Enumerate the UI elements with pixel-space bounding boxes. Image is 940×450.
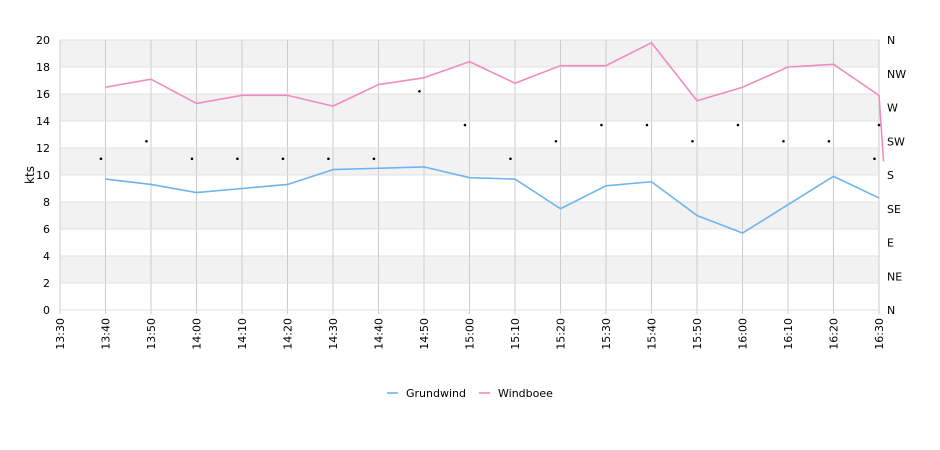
direction-dot xyxy=(691,139,694,143)
direction-dot xyxy=(877,123,881,127)
y-tick-label: 2 xyxy=(43,277,50,290)
series-line-1 xyxy=(105,166,880,234)
direction-dot xyxy=(372,157,376,161)
x-tick-label: 13:30 xyxy=(54,318,67,350)
x-tick-label: 15:30 xyxy=(600,318,613,350)
direction-dot xyxy=(236,157,239,161)
x-tick-label: 14:20 xyxy=(282,318,295,350)
x-tick-label: 16:20 xyxy=(828,318,841,350)
x-axis-ticks: 13:30 13:40 13:50 14:00 14:10 14:20 14:30 14:40… xyxy=(54,318,886,350)
y-tick-label: 18 xyxy=(36,61,50,74)
direction-dot xyxy=(463,123,467,127)
x-tick-label: 14:40 xyxy=(373,318,386,350)
x-tick-label: 14:30 xyxy=(327,318,340,350)
legend-label: Grundwind xyxy=(406,387,466,400)
x-tick-label: 16:00 xyxy=(737,318,750,350)
y-axis-ticks: 0 2 4 6 8 10 12 14 16 18 20 xyxy=(36,34,50,317)
y-tick-label: 20 xyxy=(36,34,50,47)
x-tick-label: 14:10 xyxy=(236,318,249,350)
x-tick-label: 16:30 xyxy=(873,318,886,350)
legend: Grundwind Windboee xyxy=(387,387,553,400)
y-tick-label: 16 xyxy=(36,88,50,101)
direction-axis-ticks: N NE E SE S SW W NW N xyxy=(887,34,906,317)
y-tick-label: 0 xyxy=(43,304,50,317)
direction-dot xyxy=(327,157,330,161)
direction-dot xyxy=(782,139,785,143)
direction-tick-label: N xyxy=(887,34,895,47)
vertical-gridlines xyxy=(59,40,880,314)
series-line-2 xyxy=(105,41,885,162)
y-axis-label: kts xyxy=(23,166,37,184)
horizontal-gridlines xyxy=(60,39,879,311)
x-tick-label: 15:20 xyxy=(555,318,568,350)
x-tick-label: 14:50 xyxy=(418,318,431,350)
direction-dot xyxy=(281,157,285,161)
direction-dot xyxy=(600,123,603,127)
direction-tick-label: E xyxy=(887,237,894,250)
series-lines xyxy=(105,41,885,234)
x-tick-label: 15:00 xyxy=(464,318,477,350)
direction-tick-label: NE xyxy=(887,270,902,283)
direction-dot xyxy=(99,157,103,161)
direction-tick-label: W xyxy=(887,102,898,115)
direction-dot xyxy=(736,123,740,127)
x-tick-label: 13:50 xyxy=(145,318,158,350)
x-tick-label: 15:10 xyxy=(509,318,522,350)
direction-dots xyxy=(99,90,881,161)
direction-dot xyxy=(509,157,512,161)
direction-dot xyxy=(645,123,649,127)
direction-tick-label: N xyxy=(887,304,895,317)
y-tick-label: 10 xyxy=(36,169,50,182)
direction-dot xyxy=(145,139,148,143)
direction-tick-label: SW xyxy=(887,135,905,148)
direction-dot xyxy=(827,139,831,143)
y-tick-label: 14 xyxy=(36,115,50,128)
x-tick-label: 13:40 xyxy=(100,318,113,350)
x-tick-label: 16:10 xyxy=(782,318,795,350)
direction-dot xyxy=(418,90,421,93)
x-tick-label: 15:40 xyxy=(646,318,659,350)
y-tick-label: 4 xyxy=(43,250,50,263)
x-tick-label: 14:00 xyxy=(191,318,204,350)
legend-label: Windboee xyxy=(498,387,553,400)
y-tick-label: 6 xyxy=(43,223,50,236)
y-tick-label: 8 xyxy=(43,196,50,209)
direction-tick-label: NW xyxy=(887,68,906,81)
x-tick-label: 15:50 xyxy=(691,318,704,350)
direction-tick-label: SE xyxy=(887,203,901,216)
direction-dot xyxy=(554,139,558,143)
direction-tick-label: S xyxy=(887,169,894,182)
direction-dot xyxy=(873,157,876,161)
direction-dot xyxy=(190,157,194,161)
y-tick-label: 12 xyxy=(36,142,50,155)
